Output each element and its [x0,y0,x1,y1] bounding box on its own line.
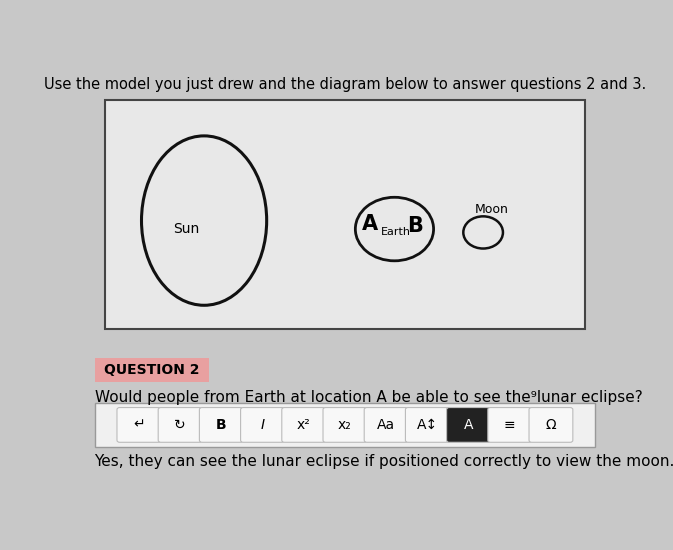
Text: Aa: Aa [377,418,395,432]
Ellipse shape [141,136,267,305]
Circle shape [463,216,503,249]
Text: B: B [407,216,423,236]
FancyBboxPatch shape [117,408,161,442]
FancyBboxPatch shape [199,408,243,442]
Text: QUESTION 2: QUESTION 2 [104,363,200,377]
Text: x₂: x₂ [338,418,352,432]
Text: A↕: A↕ [417,418,438,432]
Text: Sun: Sun [173,222,199,236]
Text: ↵: ↵ [133,418,145,432]
Circle shape [355,197,433,261]
FancyBboxPatch shape [488,408,532,442]
Text: Use the model you just drew and the diagram below to answer questions 2 and 3.: Use the model you just drew and the diag… [44,76,646,92]
Text: ↻: ↻ [174,418,186,432]
Bar [105,100,585,328]
FancyBboxPatch shape [158,408,202,442]
FancyBboxPatch shape [241,408,285,442]
Text: A: A [362,213,378,234]
FancyBboxPatch shape [323,408,367,442]
FancyBboxPatch shape [447,408,491,442]
Text: Moon: Moon [475,204,509,217]
Text: B: B [216,418,227,432]
Bar [94,358,209,382]
FancyBboxPatch shape [364,408,408,442]
Text: x²: x² [297,418,310,432]
FancyBboxPatch shape [282,408,326,442]
Text: A: A [464,418,473,432]
Text: ≡: ≡ [504,418,516,432]
Text: I: I [260,418,264,432]
Bar [94,403,595,447]
Text: Would people from Earth at location A be able to see the⁹lunar eclipse?: Would people from Earth at location A be… [94,390,642,405]
Text: Earth: Earth [380,227,411,237]
Text: Ω: Ω [546,418,557,432]
Text: Yes, they can see the lunar eclipse if positioned correctly to view the moon.: Yes, they can see the lunar eclipse if p… [94,454,673,469]
FancyBboxPatch shape [529,408,573,442]
FancyBboxPatch shape [405,408,450,442]
